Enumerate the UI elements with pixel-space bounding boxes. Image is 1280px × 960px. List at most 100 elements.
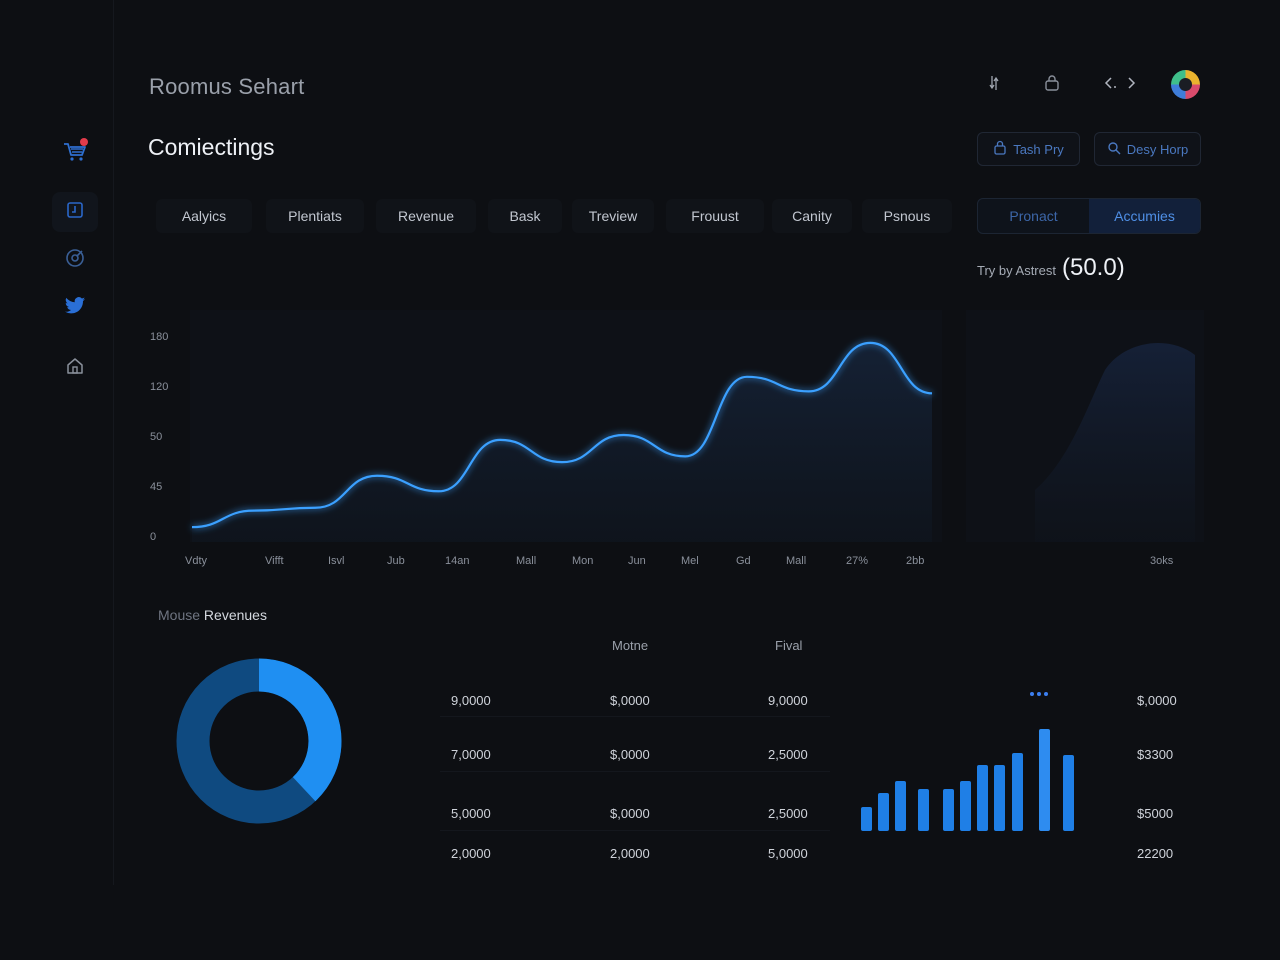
sidebar-item-cart[interactable]: [52, 134, 98, 174]
line-chart-area: [192, 342, 932, 542]
right-value: 22200: [1137, 846, 1174, 861]
table-cell: $,0000: [610, 806, 650, 821]
table-cell: 9,0000: [451, 693, 491, 708]
lock-button[interactable]: [1040, 72, 1064, 98]
y-tick-label: 0: [150, 531, 156, 543]
tab-revenue[interactable]: Revenue: [376, 199, 476, 233]
table-cell: 2,5000: [768, 806, 808, 821]
bar: [878, 793, 889, 831]
table-cell: 7,0000: [451, 747, 491, 762]
tab-treview[interactable]: Treview: [572, 199, 654, 233]
table-cell: 5,0000: [451, 806, 491, 821]
bar: [960, 781, 971, 831]
table-header-motne: Motne: [612, 638, 649, 653]
y-tick-label: 180: [150, 331, 168, 343]
y-tick-label: 50: [150, 431, 162, 443]
page-title: Comiectings: [148, 134, 275, 160]
row-divider: [440, 830, 830, 831]
table-cell: $,0000: [610, 747, 650, 762]
side-metric: Try by Astrest (50.0): [977, 254, 1125, 282]
x-tick-label: Mall: [516, 555, 536, 567]
segmented-control: Pronact Accumies: [977, 198, 1201, 234]
x-tick-label: 2bb: [906, 555, 924, 567]
segment-accumies[interactable]: Accumies: [1089, 199, 1200, 233]
sidebar-item-document[interactable]: [52, 192, 98, 232]
y-tick-label: 120: [150, 381, 168, 393]
side-metric-value: (50.0): [1061, 254, 1125, 281]
x-tick-label: Mall: [786, 555, 806, 567]
code-icon: [1102, 75, 1138, 96]
exchange-button[interactable]: [985, 72, 1003, 98]
bar: [918, 789, 929, 831]
x-tick-label: Vifft: [265, 555, 284, 567]
sidebar-item-target[interactable]: [52, 240, 98, 280]
row-divider: [440, 716, 830, 717]
avatar[interactable]: [1171, 70, 1200, 99]
desy-horp-label: Desy Horp: [1126, 141, 1189, 157]
right-value: $3300: [1137, 747, 1174, 762]
row-divider: [440, 771, 830, 772]
table-cell: 2,0000: [451, 846, 491, 861]
line-chart-svg: 180 120 50 45 0 Vdty Vifft Isvl Jub 14an Mall Mon J…: [150, 310, 1204, 567]
side-axis-label: 3oks: [1150, 555, 1174, 567]
home-icon: [65, 356, 85, 381]
line-chart: 180 120 50 45 0 Vdty Vifft Isvl Jub 14an Mall Mon J…: [140, 310, 1220, 580]
code-button[interactable]: [1100, 72, 1140, 98]
x-tick-label: Gd: [736, 555, 751, 567]
lock-icon: [1044, 74, 1060, 97]
bar: [1063, 755, 1074, 831]
desy-horp-button[interactable]: Desy Horp: [1094, 132, 1201, 166]
bar: [1039, 729, 1050, 831]
x-tick-label: 27%: [846, 555, 868, 567]
twitter-icon: [64, 296, 86, 321]
donut-chart: [176, 658, 342, 824]
x-tick-label: Jub: [387, 555, 405, 567]
sidebar-item-home[interactable]: [52, 348, 98, 388]
sidebar-item-twitter[interactable]: [52, 288, 98, 328]
cart-icon: [62, 140, 88, 169]
bar: [1012, 753, 1023, 831]
bar: [943, 789, 954, 831]
tab-plentiats[interactable]: Plentiats: [266, 199, 364, 233]
x-tick-label: Vdty: [185, 555, 208, 567]
x-tick-label: Jun: [628, 555, 646, 567]
revenue-title-muted: Mouse: [158, 607, 201, 623]
right-value: $,0000: [1137, 693, 1177, 708]
x-tick-label: Mel: [681, 555, 699, 567]
y-tick-label: 45: [150, 481, 162, 493]
revenue-title-strong: Revenues: [203, 607, 267, 623]
segment-pronact[interactable]: Pronact: [1009, 208, 1058, 224]
tab-frouust[interactable]: Frouust: [666, 199, 764, 233]
app-title: Roomus Sehart: [149, 74, 305, 99]
x-tick-label: Mon: [572, 555, 593, 567]
right-value: $5000: [1137, 806, 1174, 821]
donut-slice: [176, 658, 342, 824]
tab-aalyics[interactable]: Aalyics: [156, 199, 252, 233]
tab-bask[interactable]: Bask: [488, 199, 562, 233]
table-cell: $,0000: [610, 693, 650, 708]
table-cell: 2,5000: [768, 747, 808, 762]
bar: [895, 781, 906, 831]
lock-icon: [993, 140, 1007, 158]
tab-canity[interactable]: Canity: [772, 199, 852, 233]
line-chart-series: [191, 341, 933, 529]
bar: [994, 765, 1005, 831]
document-icon: [65, 200, 85, 225]
table-cell: 2,0000: [610, 846, 650, 861]
target-icon: [64, 247, 86, 274]
more-options-icon[interactable]: [1030, 692, 1048, 696]
revenue-section-title: Mouse Revenues: [158, 607, 267, 623]
side-metric-label: Try by Astrest: [977, 263, 1056, 278]
side-area-shape: [1035, 343, 1195, 542]
tab-psnous[interactable]: Psnous: [862, 199, 952, 233]
x-tick-label: Isvl: [328, 555, 345, 567]
exchange-icon: [989, 74, 999, 97]
tash-pry-label: Tash Pry: [1013, 141, 1064, 157]
table-cell: 5,0000: [768, 846, 808, 861]
bar: [861, 807, 872, 831]
tash-pry-button[interactable]: Tash Pry: [977, 132, 1080, 166]
bar: [977, 765, 988, 831]
sidebar: [0, 0, 114, 885]
table-cell: 9,0000: [768, 693, 808, 708]
x-tick-label: 14an: [445, 555, 469, 567]
